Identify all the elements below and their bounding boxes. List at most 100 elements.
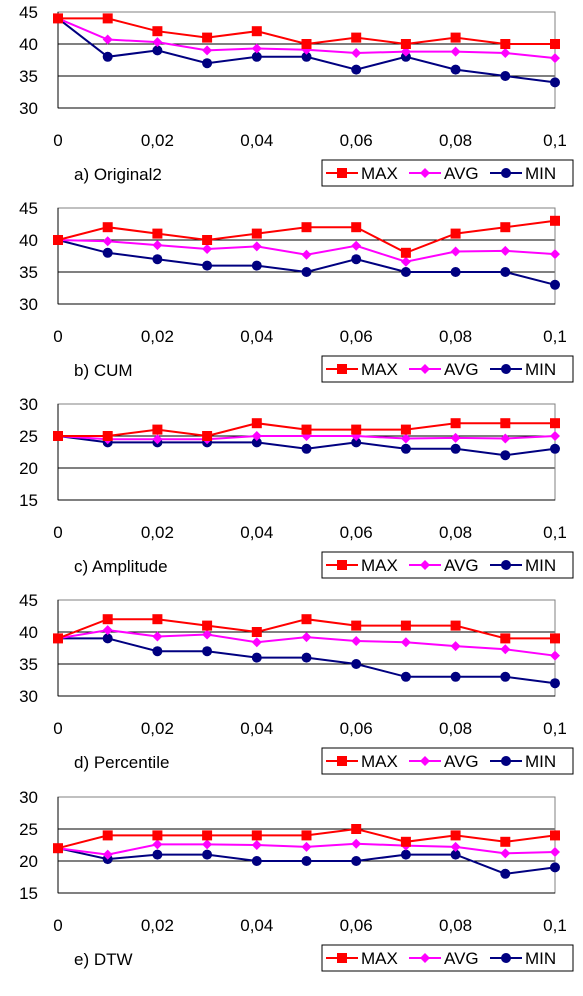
legend-label-avg: AVG bbox=[444, 360, 479, 379]
data-point-avg bbox=[351, 47, 362, 58]
data-point-min bbox=[351, 254, 362, 265]
y-tick-label: 30 bbox=[19, 295, 38, 314]
data-point-max bbox=[301, 614, 312, 625]
data-point-min bbox=[500, 71, 511, 81]
x-tick-label: 0,04 bbox=[240, 131, 273, 150]
legend-marker-avg bbox=[420, 756, 430, 766]
data-point-avg bbox=[500, 433, 511, 444]
data-point-max bbox=[351, 424, 362, 435]
data-point-avg bbox=[301, 632, 312, 643]
data-point-min bbox=[102, 633, 113, 644]
data-point-avg bbox=[550, 431, 560, 441]
data-point-min bbox=[550, 443, 560, 454]
data-point-min bbox=[301, 443, 312, 454]
y-tick-label: 25 bbox=[19, 427, 38, 446]
data-point-min bbox=[351, 659, 362, 669]
y-tick-label: 20 bbox=[19, 852, 38, 871]
y-tick-label: 15 bbox=[19, 884, 38, 903]
data-point-max bbox=[550, 215, 560, 226]
data-point-avg bbox=[400, 433, 411, 444]
data-point-avg bbox=[351, 240, 362, 251]
x-tick-label: 0,06 bbox=[340, 719, 373, 738]
legend-label-min: MIN bbox=[525, 752, 556, 771]
data-point-max bbox=[251, 418, 262, 429]
x-tick-label: 0,06 bbox=[340, 916, 373, 935]
x-tick-label: 0,02 bbox=[141, 916, 174, 935]
data-point-min bbox=[251, 652, 262, 663]
data-point-min bbox=[351, 437, 362, 448]
y-tick-label: 25 bbox=[19, 820, 38, 839]
legend-marker-avg bbox=[420, 953, 430, 963]
data-point-avg bbox=[500, 245, 511, 256]
data-point-max bbox=[202, 620, 213, 631]
legend-box bbox=[321, 551, 574, 579]
data-point-avg bbox=[301, 841, 312, 852]
x-tick-label: 0,1 bbox=[543, 131, 567, 150]
data-point-avg bbox=[152, 631, 163, 642]
data-point-min bbox=[152, 646, 163, 657]
chart-caption: c) Amplitude bbox=[74, 557, 168, 576]
data-point-max bbox=[400, 39, 411, 49]
x-tick-label: 0 bbox=[53, 131, 62, 150]
data-point-max bbox=[450, 418, 461, 429]
x-tick-label: 0,06 bbox=[340, 327, 373, 346]
data-point-max bbox=[500, 39, 511, 49]
data-point-min bbox=[400, 267, 411, 277]
chart-panel: 30 25 20 15 0 0,02 0,04 0,06 0,08 0,1 c) Amplitude… bbox=[19, 395, 574, 579]
data-point-min bbox=[152, 45, 163, 56]
data-point-max bbox=[301, 424, 312, 435]
data-point-max bbox=[102, 830, 113, 841]
data-point-min bbox=[550, 862, 560, 873]
data-point-min bbox=[102, 51, 113, 62]
y-tick-label: 35 bbox=[19, 67, 38, 86]
data-point-avg bbox=[251, 637, 262, 648]
data-point-avg bbox=[251, 431, 262, 441]
data-point-max bbox=[251, 228, 262, 239]
legend-marker-min bbox=[501, 168, 511, 178]
legend-label-min: MIN bbox=[525, 164, 556, 183]
data-point-min bbox=[450, 849, 461, 860]
data-point-avg bbox=[102, 625, 113, 636]
legend-label-max: MAX bbox=[361, 556, 398, 575]
data-point-max bbox=[152, 830, 163, 841]
chart-caption: e) DTW bbox=[74, 950, 133, 969]
y-tick-label: 35 bbox=[19, 263, 38, 282]
data-point-max bbox=[550, 418, 560, 429]
data-point-min bbox=[550, 77, 560, 88]
data-point-avg bbox=[550, 53, 560, 64]
legend-label-min: MIN bbox=[525, 360, 556, 379]
chart-caption: d) Percentile bbox=[74, 753, 169, 772]
chart-caption: b) CUM bbox=[74, 361, 133, 380]
data-point-max bbox=[550, 830, 560, 841]
data-point-max bbox=[500, 836, 511, 847]
data-point-min bbox=[251, 437, 262, 448]
data-point-avg bbox=[152, 37, 163, 48]
data-point-min bbox=[202, 646, 213, 657]
y-tick-label: 40 bbox=[19, 35, 38, 54]
data-point-max bbox=[152, 424, 163, 435]
data-point-max bbox=[102, 222, 113, 233]
data-point-max bbox=[152, 614, 163, 625]
data-point-avg bbox=[450, 246, 461, 257]
data-point-avg bbox=[202, 45, 213, 56]
data-point-avg bbox=[550, 249, 560, 260]
legend-box bbox=[321, 944, 574, 972]
chart-panel: 45 40 35 30 0 0,02 0,04 0,06 0,08 0,1 b) CUM MAX AVG… bbox=[19, 199, 574, 383]
data-point-avg bbox=[202, 243, 213, 254]
legend-marker-avg bbox=[420, 364, 430, 374]
data-point-min bbox=[202, 260, 213, 271]
y-tick-label: 35 bbox=[19, 655, 38, 674]
data-point-avg bbox=[500, 47, 511, 58]
legend-marker-min bbox=[501, 953, 511, 963]
data-point-avg bbox=[550, 847, 560, 858]
legend-label-avg: AVG bbox=[444, 949, 479, 968]
x-tick-label: 0,04 bbox=[240, 916, 273, 935]
x-tick-label: 0 bbox=[53, 719, 62, 738]
data-point-max bbox=[152, 26, 163, 37]
data-point-min bbox=[251, 856, 262, 866]
x-tick-label: 0,08 bbox=[439, 523, 472, 542]
data-point-min bbox=[301, 267, 312, 277]
data-point-min bbox=[500, 671, 511, 682]
legend-marker-max bbox=[337, 756, 347, 766]
